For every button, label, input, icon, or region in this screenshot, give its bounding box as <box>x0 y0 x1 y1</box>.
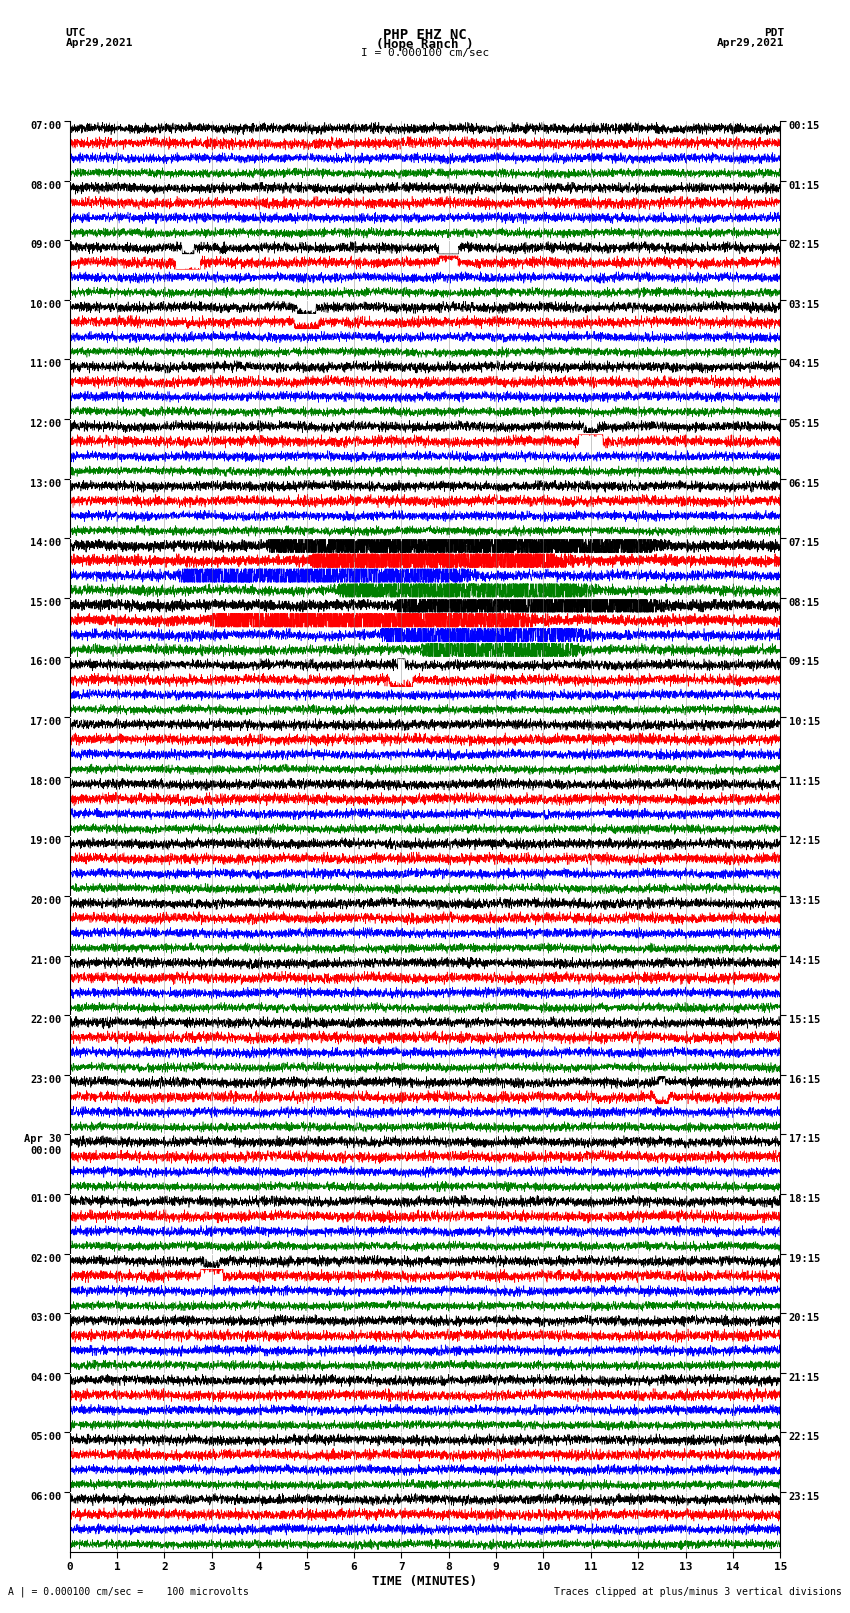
Text: UTC: UTC <box>65 29 86 39</box>
Text: Traces clipped at plus/minus 3 vertical divisions: Traces clipped at plus/minus 3 vertical … <box>553 1587 842 1597</box>
Text: A | = 0.000100 cm/sec =    100 microvolts: A | = 0.000100 cm/sec = 100 microvolts <box>8 1586 249 1597</box>
Text: PDT: PDT <box>764 29 785 39</box>
Text: I = 0.000100 cm/sec: I = 0.000100 cm/sec <box>361 47 489 58</box>
Text: PHP EHZ NC: PHP EHZ NC <box>383 29 467 42</box>
Text: Apr29,2021: Apr29,2021 <box>717 37 785 48</box>
X-axis label: TIME (MINUTES): TIME (MINUTES) <box>372 1574 478 1587</box>
Text: (Hope Ranch ): (Hope Ranch ) <box>377 37 473 52</box>
Text: Apr29,2021: Apr29,2021 <box>65 37 133 48</box>
